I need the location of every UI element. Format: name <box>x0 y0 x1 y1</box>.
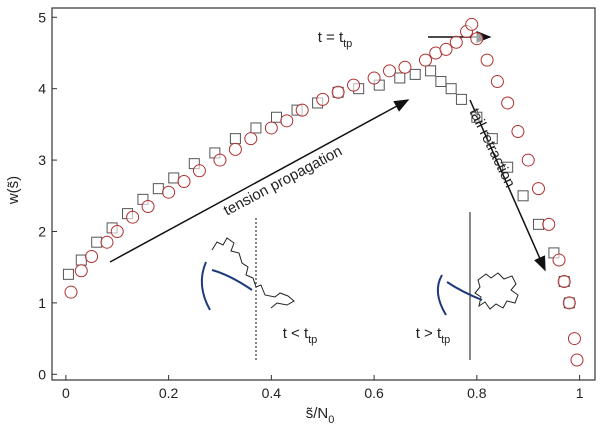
square-point <box>270 111 282 123</box>
y-axis-title: w(s̃) <box>5 176 22 205</box>
circle-point <box>64 285 78 299</box>
circle-point <box>228 142 242 156</box>
circle-point <box>521 153 535 167</box>
circle-point <box>85 249 99 263</box>
square-point <box>409 68 421 80</box>
square-point <box>486 133 498 145</box>
plot-frame <box>51 7 596 381</box>
y-tick-label: 4 <box>38 81 46 97</box>
annotation-text: tail retraction <box>466 106 519 191</box>
annotation: t < ttp <box>283 325 318 346</box>
square-point <box>502 161 514 173</box>
circle-point <box>367 71 381 85</box>
square-point <box>75 254 87 266</box>
polymer-pulled <box>446 281 483 301</box>
square-point <box>517 190 529 202</box>
circle-point <box>295 103 309 117</box>
circle-point <box>439 42 453 56</box>
circle-point <box>331 85 345 99</box>
x-tick-label: 0.2 <box>159 385 179 401</box>
circle-point <box>501 96 515 110</box>
circle-point <box>490 75 504 89</box>
circle-point <box>383 64 397 78</box>
square-point <box>445 83 457 95</box>
square-point <box>250 122 262 134</box>
arrow <box>109 99 410 263</box>
y-tick-label: 0 <box>38 366 46 382</box>
circle-point <box>280 114 294 128</box>
annotation-text: t = t <box>318 29 344 46</box>
y-tick-label: 5 <box>38 9 46 25</box>
arrow <box>469 99 546 272</box>
annotation: t = ttp <box>318 29 353 50</box>
x-axis-title: s̃/N0 <box>306 405 335 426</box>
circle-point <box>470 32 484 46</box>
annotation: t > ttp <box>416 325 451 346</box>
circle-point <box>264 121 278 135</box>
polymer <box>211 237 295 309</box>
circle-point <box>557 274 571 288</box>
x-tick-label: 0.6 <box>364 385 384 401</box>
square-point <box>168 172 180 184</box>
circle-point <box>511 125 525 139</box>
circle-point <box>570 353 584 367</box>
circle-point <box>531 182 545 196</box>
circle-point <box>141 199 155 213</box>
y-tick-label: 2 <box>38 223 46 239</box>
circle-point <box>398 60 412 74</box>
circle-point <box>192 164 206 178</box>
annotation-sub: tp <box>343 38 352 50</box>
circle-point <box>449 35 463 49</box>
square-point <box>455 93 467 105</box>
annotation: tail retraction <box>466 106 519 191</box>
square-point <box>425 65 437 77</box>
annotation-text: t > t <box>416 325 442 342</box>
circle-point <box>74 264 88 278</box>
circle-point <box>100 235 114 249</box>
annotation-text: t < t <box>283 325 309 342</box>
x-tick-label: 0 <box>62 385 70 401</box>
circle-point <box>552 253 566 267</box>
circle-point <box>316 92 330 106</box>
x-tick-label: 1 <box>576 385 584 401</box>
square-point <box>62 268 74 280</box>
x-axis-title-main: s̃/N <box>306 405 329 422</box>
circle-point <box>244 132 258 146</box>
x-tick-label: 0.4 <box>262 385 282 401</box>
square-point <box>532 218 544 230</box>
circle-point <box>562 296 576 310</box>
square-point <box>229 133 241 145</box>
annotation-sub: tp <box>441 334 450 346</box>
circle-point <box>110 224 124 238</box>
annotation-sub: tp <box>308 334 317 346</box>
y-tick-label: 3 <box>38 152 46 168</box>
pore <box>200 261 211 311</box>
circle-point <box>542 217 556 231</box>
square-point <box>471 111 483 123</box>
square-point <box>152 183 164 195</box>
circle-point <box>126 210 140 224</box>
x-tick-label: 0.8 <box>467 385 487 401</box>
circle-point <box>418 53 432 67</box>
square-point <box>394 72 406 84</box>
polymer <box>474 272 519 310</box>
circle-point <box>177 175 191 189</box>
pore <box>436 274 447 316</box>
polymer-pulled <box>211 269 253 291</box>
circle-point <box>347 78 361 92</box>
square-point <box>91 236 103 248</box>
circle-point <box>480 53 494 67</box>
y-tick-label: 1 <box>38 295 46 311</box>
circle-point <box>162 185 176 199</box>
circle-point <box>213 153 227 167</box>
circle-point <box>567 332 581 346</box>
circle-point <box>465 17 479 31</box>
x-axis-title-sub: 0 <box>328 414 334 426</box>
square-point <box>435 76 447 88</box>
